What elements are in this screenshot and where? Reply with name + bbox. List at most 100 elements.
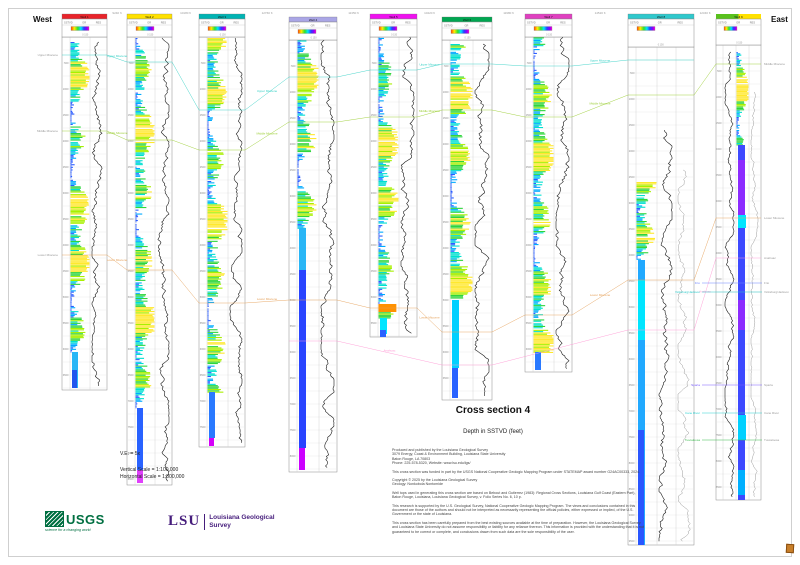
color-scale-bar [533, 26, 553, 31]
svg-text:SSTVD: SSTVD [64, 21, 73, 25]
svg-text:SSTVD: SSTVD [444, 24, 453, 28]
svg-text:0 150: 0 150 [311, 37, 318, 40]
svg-text:5000: 5000 [200, 295, 206, 299]
well-name-label: Well 5 [389, 15, 398, 19]
svg-text:7500: 7500 [128, 425, 134, 429]
svg-text:500: 500 [444, 64, 449, 68]
svg-text:3500: 3500 [629, 227, 635, 231]
well-log-panel-9: 500 1000 1500 2000 2500 3000 3500 4000 4500 5000 5… [716, 14, 762, 501]
svg-text:1000: 1000 [526, 87, 532, 91]
svg-text:4500: 4500 [629, 279, 635, 283]
svg-text:2500: 2500 [128, 165, 134, 169]
svg-text:SSTVD: SSTVD [129, 21, 138, 25]
svg-text:4500: 4500 [526, 269, 532, 273]
svg-text:0 150: 0 150 [736, 42, 743, 45]
svg-text:Lower Miocene: Lower Miocene [590, 293, 611, 297]
lsu-wordmark: LSU [168, 513, 201, 529]
svg-text:5500: 5500 [63, 321, 69, 325]
svg-text:6500: 6500 [128, 373, 134, 377]
svg-text:3000: 3000 [290, 194, 296, 198]
svg-text:4500: 4500 [443, 272, 449, 276]
svg-text:RES: RES [161, 21, 167, 25]
svg-text:GR: GR [220, 21, 224, 25]
svg-text:3000: 3000 [63, 191, 69, 195]
svg-text:Middle Miocene: Middle Miocene [764, 62, 785, 66]
corner-stamp-icon [785, 543, 795, 554]
usgs-logo: USGS science for a changing world [45, 511, 105, 532]
well-name-label: Well 1 [80, 15, 89, 19]
color-scale-bar [378, 26, 398, 31]
svg-text:GR: GR [546, 21, 550, 25]
svg-text:5500: 5500 [290, 324, 296, 328]
svg-text:4000: 4000 [128, 243, 134, 247]
svg-text:1500: 1500 [716, 121, 722, 125]
svg-text:1000: 1000 [63, 87, 69, 91]
svg-text:6000: 6000 [526, 347, 532, 351]
usgs-wave-icon [45, 511, 64, 527]
svg-text:3000: 3000 [371, 191, 377, 195]
well-distance-label: 14520 ft [595, 11, 606, 15]
svg-text:Vicksburg/Jackson: Vicksburg/Jackson [764, 290, 789, 294]
svg-text:5000: 5000 [63, 295, 69, 299]
svg-text:5000: 5000 [443, 298, 449, 302]
svg-text:6000: 6000 [443, 350, 449, 354]
svg-text:5000: 5000 [526, 295, 532, 299]
svg-text:0 150: 0 150 [546, 34, 553, 37]
svg-text:500: 500 [372, 61, 377, 65]
svg-text:SSTVD: SSTVD [372, 21, 381, 25]
svg-text:8000: 8000 [716, 459, 722, 463]
svg-text:7000: 7000 [716, 407, 722, 411]
svg-text:RES: RES [405, 21, 411, 25]
svg-text:6000: 6000 [128, 347, 134, 351]
svg-text:RES: RES [560, 21, 566, 25]
svg-text:7000: 7000 [200, 399, 206, 403]
svg-text:2000: 2000 [290, 142, 296, 146]
svg-text:4000: 4000 [443, 246, 449, 250]
svg-text:8500: 8500 [629, 487, 635, 491]
svg-text:7500: 7500 [629, 435, 635, 439]
horizontal-scale-label: Horizontal Scale = 1:500,000 [120, 474, 185, 480]
color-scale-bar [723, 26, 738, 31]
svg-text:0 150: 0 150 [465, 37, 472, 40]
svg-text:Middle Miocene: Middle Miocene [106, 131, 127, 135]
svg-text:2000: 2000 [128, 139, 134, 143]
svg-text:1000: 1000 [716, 95, 722, 99]
svg-text:500: 500 [64, 61, 69, 65]
svg-text:2500: 2500 [526, 165, 532, 169]
svg-text:GR: GR [82, 21, 86, 25]
svg-text:RES: RES [480, 24, 486, 28]
well-log-panel-2: 500 1000 1500 2000 2500 3000 3500 4000 4500 5000 5… [126, 13, 173, 486]
svg-text:1500: 1500 [629, 123, 635, 127]
svg-text:3000: 3000 [200, 191, 206, 195]
horizon-anahuac: Anahuac Anahuac Anahuac [289, 256, 776, 366]
svg-text:1000: 1000 [200, 87, 206, 91]
well-log-panel-1: 500 1000 1500 2000 2500 3000 3500 4000 4500 5000 5… [61, 13, 108, 391]
svg-text:8500: 8500 [128, 477, 134, 481]
lsu-org-line2: Survey [209, 521, 231, 529]
footer-paragraph: This cross section has been carefully pr… [392, 520, 645, 534]
color-scale-bar [450, 29, 470, 34]
horizon-upper-miocene: Upper Miocene Upper Miocene Upper Miocene U… [38, 53, 694, 111]
svg-text:1500: 1500 [526, 113, 532, 117]
svg-text:9500: 9500 [629, 539, 635, 543]
well-distance-label: 12340 ft [700, 11, 711, 15]
svg-text:7000: 7000 [290, 402, 296, 406]
svg-text:1000: 1000 [290, 90, 296, 94]
svg-text:3000: 3000 [443, 194, 449, 198]
svg-text:8000: 8000 [290, 454, 296, 458]
svg-text:500: 500 [291, 64, 296, 68]
svg-text:8000: 8000 [128, 451, 134, 455]
svg-text:4500: 4500 [716, 277, 722, 281]
svg-text:Middle Miocene: Middle Miocene [419, 109, 440, 113]
svg-text:Anahuac: Anahuac [699, 290, 711, 294]
svg-text:Middle Miocene: Middle Miocene [37, 129, 58, 133]
svg-text:Upper Miocene: Upper Miocene [107, 54, 128, 58]
svg-text:3500: 3500 [200, 217, 206, 221]
svg-text:Upper Miocene: Upper Miocene [590, 59, 611, 63]
svg-text:RES: RES [325, 24, 331, 28]
svg-text:2000: 2000 [629, 149, 635, 153]
well-distance-label: 11350 ft [348, 11, 359, 15]
svg-text:6000: 6000 [629, 357, 635, 361]
well-log-panel-6: 500 1000 1500 2000 2500 3000 3500 4000 4500 5000 5… [441, 16, 493, 401]
